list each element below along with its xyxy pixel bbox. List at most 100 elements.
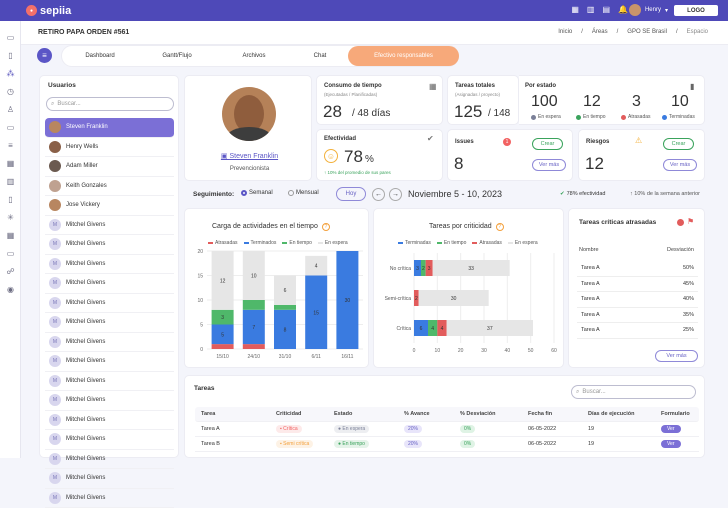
tab-dashboard[interactable]: Dashboard	[62, 46, 138, 66]
radio-semanal[interactable]: Semanal	[241, 190, 273, 196]
hoy-button[interactable]: Hoy	[336, 187, 366, 201]
folder-icon[interactable]: ▭	[6, 33, 15, 42]
criticas-view-more-button[interactable]: Ver más	[655, 350, 698, 362]
profile-name-link[interactable]: ▣ Steven Franklin	[185, 152, 314, 160]
user-name: Mitchel Givens	[66, 378, 105, 384]
document-icon[interactable]: ▯	[6, 51, 15, 60]
consumo-label: Consumo de tiempo	[324, 83, 382, 89]
user-list-item[interactable]: Steven Franklin	[45, 118, 174, 138]
column-header[interactable]: Fecha fin	[522, 411, 582, 417]
tab-gantt[interactable]: Gantt/Flujo	[138, 46, 216, 66]
crumb-inicio[interactable]: Inicio	[558, 29, 572, 35]
ver-form-button[interactable]: Ver	[661, 440, 681, 448]
users-search-input[interactable]: ⌕ Buscar...	[46, 97, 174, 111]
bar-chart-icon[interactable]: ▮	[690, 82, 694, 91]
search-icon: ⌕	[51, 101, 54, 108]
user-list-item[interactable]: Keith Gonzales	[45, 177, 174, 197]
category-label: No crítica	[390, 266, 411, 272]
clock-icon[interactable]: ◷	[6, 87, 15, 96]
calendar-icon[interactable]: ▤	[602, 5, 610, 14]
column-header[interactable]: % Desviación	[454, 411, 522, 417]
grid-icon[interactable]: ▦	[6, 159, 15, 168]
riesgos-create-button[interactable]: Crear	[663, 138, 694, 150]
folder-open-icon[interactable]: ▭	[6, 123, 15, 132]
nodes-icon[interactable]: ✳	[6, 213, 15, 222]
tab-archivos[interactable]: Archivos	[216, 46, 292, 66]
users-icon[interactable]: ☍	[6, 267, 15, 276]
tab-chat[interactable]: Chat	[292, 46, 348, 66]
issues-create-button[interactable]: Crear	[532, 138, 563, 150]
column-header[interactable]: Estado	[328, 411, 398, 417]
user-menu[interactable]: Henry ▾	[629, 4, 668, 16]
bar-label: 2	[422, 266, 425, 272]
crumb-areas[interactable]: Áreas	[592, 29, 608, 35]
criticidad-legend: Terminadas En tiempo Atrasadas En espera	[398, 240, 538, 246]
avatar: M	[49, 355, 61, 367]
issues-view-more-button[interactable]: Ver más	[532, 159, 566, 171]
x-tick-label: 30	[481, 348, 487, 354]
table-icon[interactable]: ▦	[6, 231, 15, 240]
user-name: Mitchel Givens	[66, 319, 105, 325]
column-header[interactable]: Tarea	[195, 411, 270, 417]
bell-icon[interactable]: 🔔	[618, 5, 628, 14]
tareas-search-input[interactable]: ⌕ Buscar...	[571, 385, 696, 399]
folder-alt-icon[interactable]: ▭	[6, 249, 15, 258]
x-tick-label: 50	[528, 348, 534, 354]
map-icon[interactable]: ▦	[571, 5, 579, 14]
app-logo[interactable]: ● sepiia	[26, 5, 71, 17]
crumb-gpo[interactable]: GPO SE Brasil	[627, 29, 667, 35]
column-header[interactable]: Días de ejecución	[582, 411, 655, 417]
criticas-col-nombre: Nombre	[579, 247, 599, 253]
prev-arrow-icon[interactable]: ←	[372, 188, 385, 201]
estado-atrasadas-label: Atrasadas	[621, 114, 651, 120]
y-tick-label: 15	[197, 274, 203, 280]
org-chart-icon[interactable]: ♙	[6, 105, 15, 114]
user-list-item[interactable]: Adam Miller	[45, 157, 174, 177]
category-label: Semi-crítica	[385, 296, 412, 302]
user-list-item[interactable]: Jose Vickery	[45, 196, 174, 216]
file-icon[interactable]: ▯	[6, 195, 15, 204]
network-icon[interactable]: ⁂	[6, 69, 15, 78]
radio-mensual[interactable]: Mensual	[288, 190, 319, 196]
criticas-col-desviacion: Desviación	[667, 247, 694, 253]
user-list-item[interactable]: Henry Wells	[45, 138, 174, 158]
legend-en-espera: En espera	[508, 240, 538, 246]
tab-efectivo-responsables[interactable]: Efectivo responsables	[348, 46, 459, 66]
ver-form-button[interactable]: Ver	[661, 425, 681, 433]
task-name: Tarea B	[201, 441, 220, 447]
column-header[interactable]: % Avance	[398, 411, 454, 417]
y-tick-label: 5	[200, 323, 203, 329]
column-header[interactable]: Formulario	[655, 411, 699, 417]
column-header[interactable]: Criticidad	[270, 411, 328, 417]
bar-label: 4	[315, 264, 318, 270]
profile-role: Prevencionista	[185, 166, 314, 172]
riesgos-view-more-button[interactable]: Ver más	[663, 159, 697, 171]
next-arrow-icon[interactable]: →	[389, 188, 402, 201]
stack-icon[interactable]: ≡	[6, 141, 15, 150]
user-circle-icon[interactable]: ◉	[6, 285, 15, 294]
crumb-espacio: Espacio	[687, 29, 708, 35]
legend-terminadas: Terminadas	[398, 240, 431, 246]
estado-chip: ● En espera	[334, 425, 369, 433]
bar-label: 6	[284, 288, 287, 294]
building-icon[interactable]: ▥	[6, 177, 15, 186]
criticidad-chip: ▪ Crítica	[276, 425, 302, 433]
menu-button[interactable]: ≡	[37, 48, 52, 63]
seguimiento-bar: Seguimiento: Semanal Mensual Hoy ← → Nov…	[184, 186, 705, 204]
book-icon[interactable]: ▥	[587, 5, 595, 14]
